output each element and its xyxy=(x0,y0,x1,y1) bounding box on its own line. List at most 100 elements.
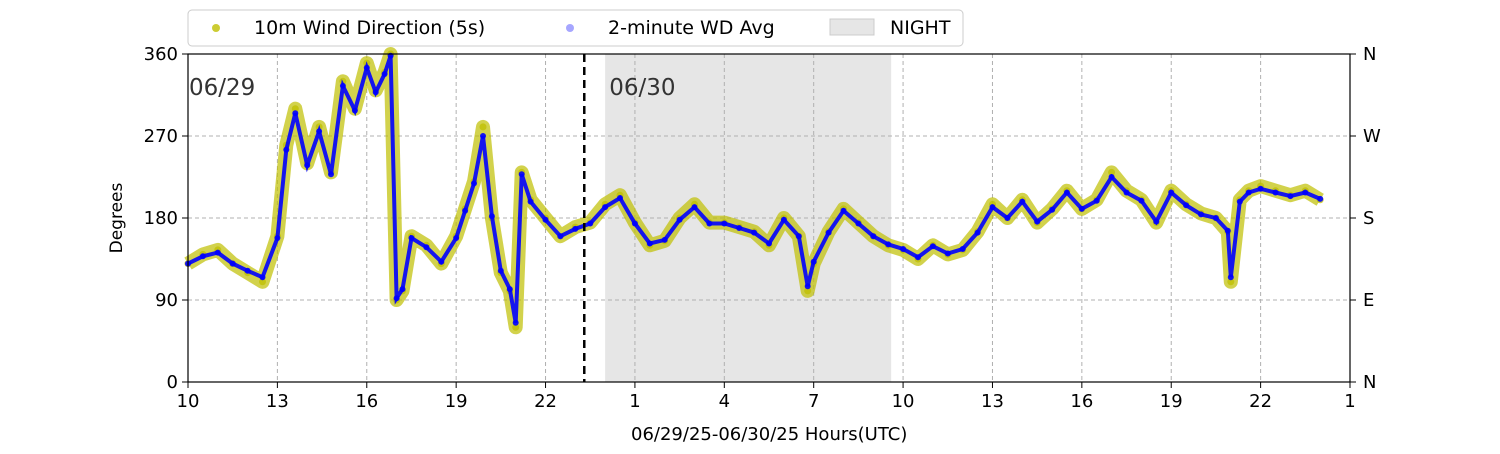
data-point xyxy=(900,246,907,252)
data-point xyxy=(587,220,594,227)
legend-marker xyxy=(212,24,220,32)
x-tick-label: 22 xyxy=(534,391,557,412)
x-tick-label: 1 xyxy=(629,391,640,412)
data-point xyxy=(393,295,400,302)
data-point xyxy=(316,128,323,135)
legend-label: 10m Wind Direction (5s) xyxy=(254,17,485,39)
data-point xyxy=(372,89,379,96)
data-point xyxy=(1093,197,1100,204)
x-tick-label: 22 xyxy=(1249,391,1272,412)
data-point xyxy=(453,235,460,241)
legend-label: 2-minute WD Avg xyxy=(608,17,775,39)
data-point xyxy=(1153,218,1160,225)
right-axis-label: N xyxy=(1363,44,1376,65)
data-point xyxy=(1049,206,1056,213)
data-point xyxy=(214,249,221,256)
data-point xyxy=(381,71,388,77)
data-point xyxy=(363,64,370,71)
data-point xyxy=(929,243,936,250)
data-point xyxy=(1212,215,1219,221)
data-point xyxy=(1227,278,1235,286)
data-point xyxy=(1063,189,1070,196)
y-tick-label: 90 xyxy=(155,290,178,311)
data-point xyxy=(959,246,966,252)
legend: 10m Wind Direction (5s) 2-minute WD Avg NI… xyxy=(187,9,964,47)
data-point xyxy=(751,229,758,236)
data-point xyxy=(292,110,299,117)
data-point xyxy=(1078,205,1085,212)
data-point xyxy=(512,323,520,331)
data-point xyxy=(602,204,609,211)
data-point xyxy=(1108,174,1115,180)
data-point xyxy=(339,82,346,89)
data-point xyxy=(527,198,534,205)
data-point xyxy=(795,233,802,240)
data-point xyxy=(915,254,921,261)
x-tick-label: 16 xyxy=(1070,391,1093,412)
legend-box xyxy=(187,9,964,47)
data-point xyxy=(488,213,495,220)
data-point xyxy=(304,162,311,169)
data-point xyxy=(974,229,981,236)
data-point xyxy=(989,204,996,211)
data-point xyxy=(229,260,236,267)
data-point xyxy=(199,253,206,260)
data-point xyxy=(244,267,251,274)
legend-label: NIGHT xyxy=(890,17,951,39)
date-label: 06/29 xyxy=(189,75,255,101)
data-point xyxy=(399,286,406,293)
data-point xyxy=(1302,189,1309,196)
x-axis-label: 06/29/25-06/30/25 Hours(UTC) xyxy=(631,424,907,445)
data-point xyxy=(736,225,743,231)
data-point xyxy=(840,207,847,214)
data-point xyxy=(691,204,698,211)
data-point xyxy=(617,195,623,201)
data-point xyxy=(1138,197,1145,204)
data-point xyxy=(438,258,445,265)
series-2min-avg xyxy=(185,52,1324,326)
right-axis-label: E xyxy=(1363,290,1374,311)
data-point xyxy=(944,250,951,257)
data-point xyxy=(1272,189,1279,196)
data-point xyxy=(1034,218,1041,225)
data-point xyxy=(1257,185,1264,192)
data-point xyxy=(328,171,334,178)
data-point xyxy=(1198,211,1204,218)
data-point xyxy=(259,274,266,281)
data-point xyxy=(825,229,832,236)
data-point xyxy=(259,278,266,286)
data-point xyxy=(283,146,290,153)
right-axis-label: S xyxy=(1363,208,1374,229)
data-point xyxy=(855,220,862,227)
right-axis-label: N xyxy=(1363,372,1376,393)
x-tick-label: 7 xyxy=(808,391,819,412)
data-point xyxy=(810,258,817,265)
right-axis-label: W xyxy=(1363,126,1381,147)
data-point xyxy=(542,216,549,223)
data-point xyxy=(1227,274,1234,281)
data-point xyxy=(479,123,487,131)
x-tick-label: 10 xyxy=(177,391,200,412)
data-point xyxy=(1183,202,1190,209)
x-tick-label: 19 xyxy=(1160,391,1183,412)
data-point xyxy=(1287,193,1294,200)
data-point xyxy=(274,235,281,241)
data-point xyxy=(572,225,579,232)
data-point xyxy=(423,244,430,251)
data-point xyxy=(506,286,513,293)
x-tick-label: 16 xyxy=(355,391,378,412)
x-tick-label: 13 xyxy=(266,391,289,412)
date-label: 06/30 xyxy=(609,75,675,101)
data-point xyxy=(1019,198,1026,205)
x-tick-label: 10 xyxy=(892,391,915,412)
data-point xyxy=(766,240,772,247)
data-point xyxy=(1168,189,1175,196)
data-point xyxy=(646,240,653,247)
y-tick-label: 360 xyxy=(144,44,178,65)
data-point xyxy=(351,107,358,114)
data-point xyxy=(1224,227,1231,234)
data-point xyxy=(1317,195,1324,202)
x-tick-label: 19 xyxy=(445,391,468,412)
